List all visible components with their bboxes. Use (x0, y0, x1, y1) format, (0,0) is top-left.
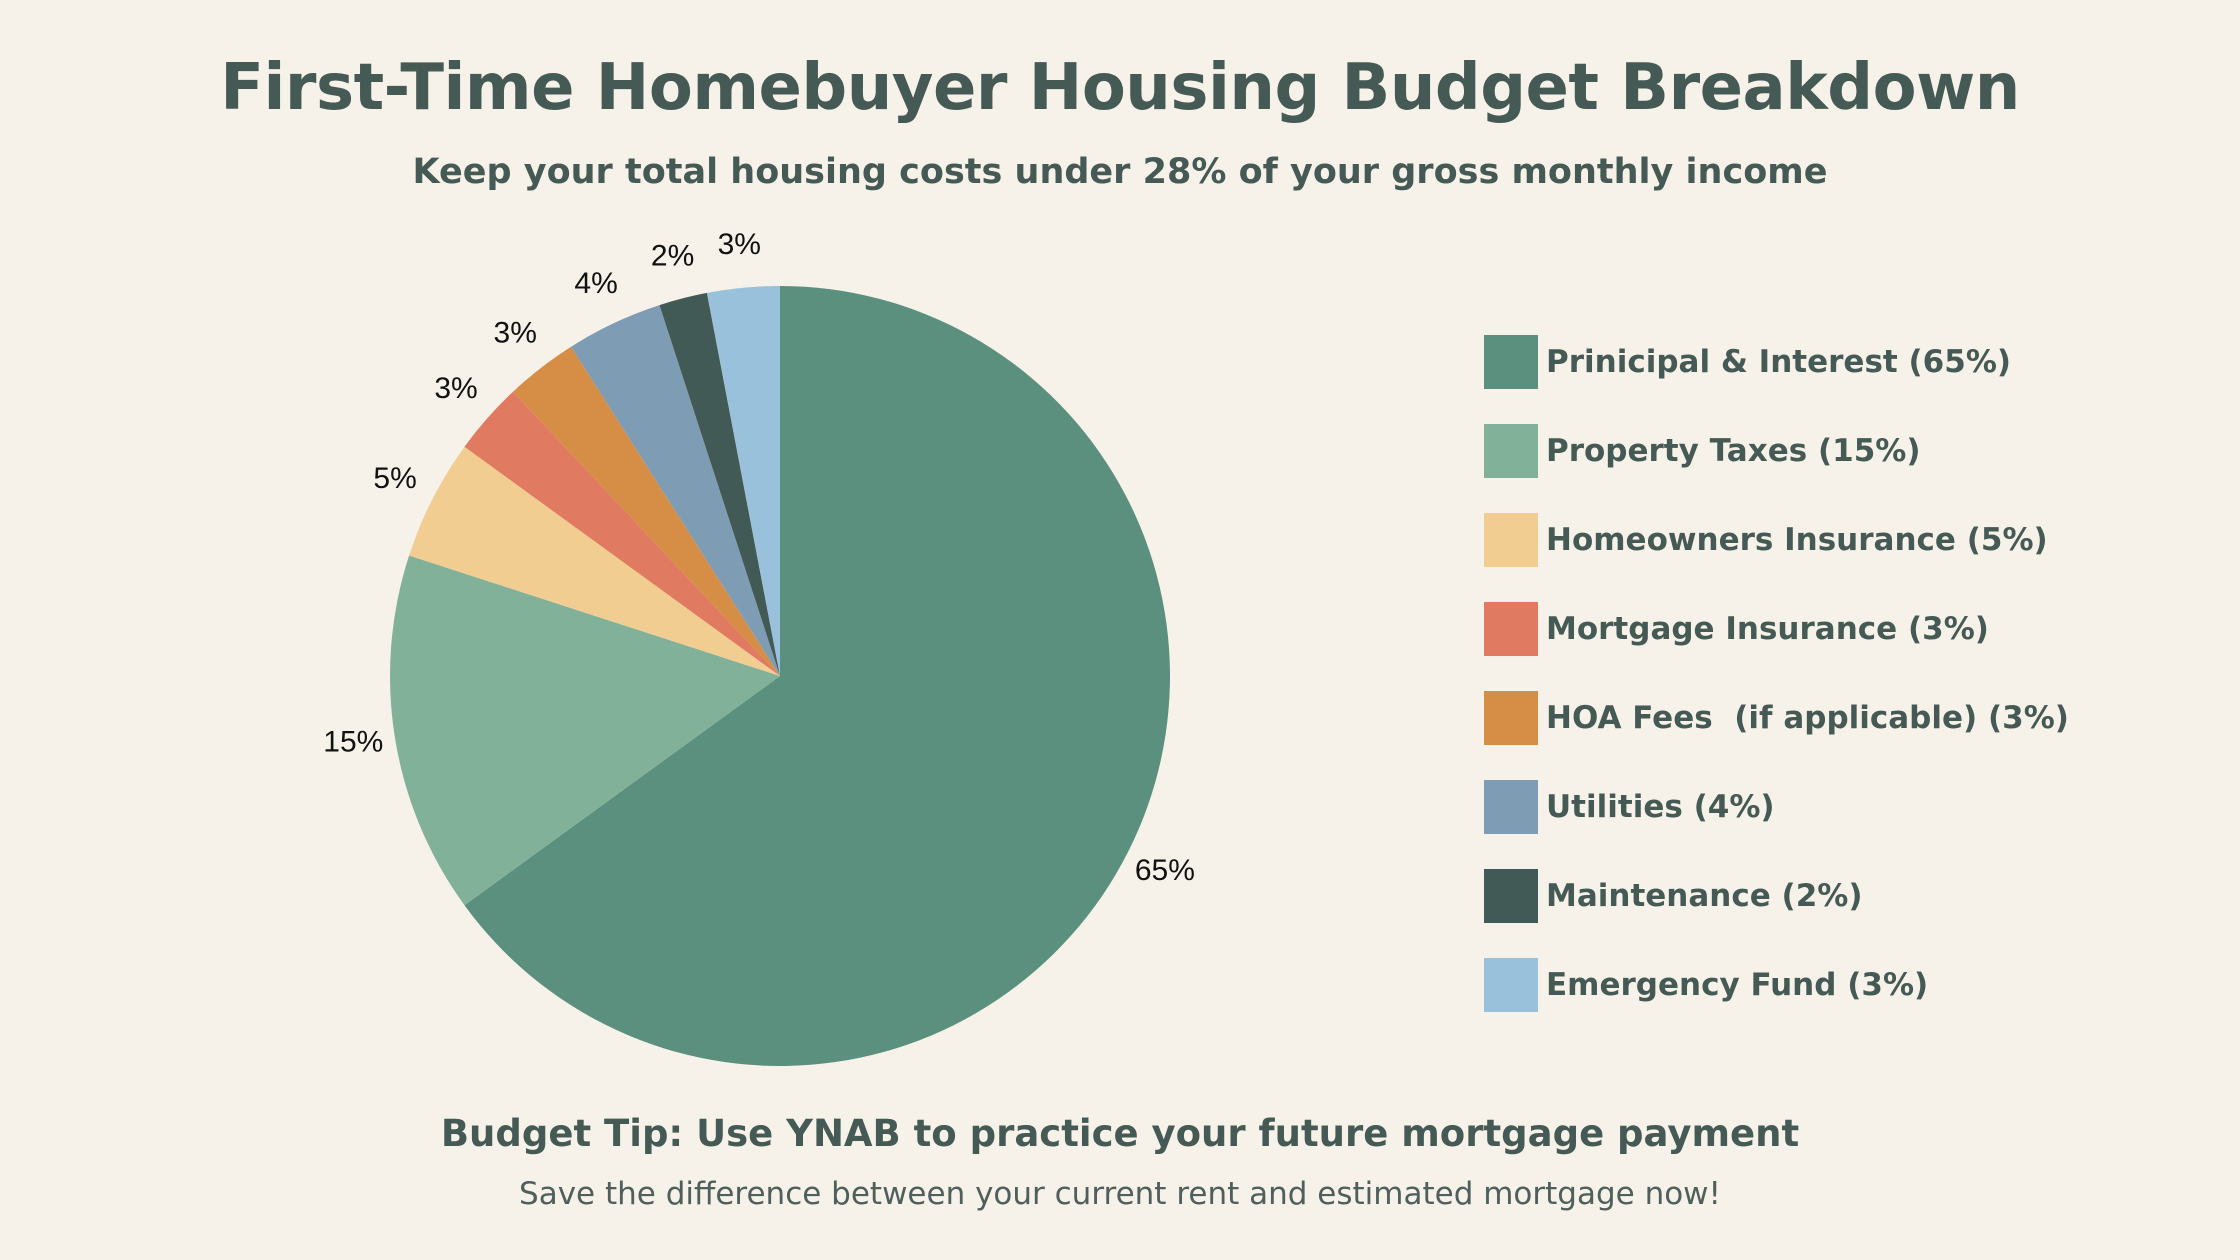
legend-swatch (1484, 958, 1538, 1012)
chart-legend: Prinicipal & Interest (65%) Property Taxe… (1484, 335, 2204, 1047)
legend-item-6: Utilities (4%) (1484, 780, 2204, 834)
pie-slice-4 (464, 391, 780, 676)
slice-value-label-3: 5% (373, 462, 416, 495)
legend-label: Maintenance (2%) (1546, 878, 1863, 914)
legend-swatch (1484, 424, 1538, 478)
slice-value-label-6: 4% (574, 267, 617, 300)
legend-swatch (1484, 869, 1538, 923)
pie-slice-1 (464, 286, 1170, 1066)
slice-value-label-7: 2% (651, 240, 694, 273)
legend-swatch (1484, 513, 1538, 567)
legend-item-3: Homeowners Insurance (5%) (1484, 513, 2204, 567)
budget-tip-note: Save the difference between your current… (519, 1176, 1721, 1212)
slice-value-label-5: 3% (494, 317, 537, 350)
legend-label: Prinicipal & Interest (65%) (1546, 344, 2012, 380)
pie-slice-8 (706, 286, 780, 676)
legend-item-2: Property Taxes (15%) (1484, 424, 2204, 478)
legend-label: Property Taxes (15%) (1546, 433, 1921, 469)
slice-value-label-4: 3% (434, 372, 477, 405)
pie-slice-2 (389, 555, 780, 906)
legend-item-7: Maintenance (2%) (1484, 869, 2204, 923)
legend-label: Emergency Fund (3%) (1546, 967, 1929, 1003)
pie-slice-6 (571, 305, 780, 676)
budget-tip: Budget Tip: Use YNAB to practice your fu… (440, 1112, 1800, 1155)
legend-item-1: Prinicipal & Interest (65%) (1484, 335, 2204, 389)
slice-value-label-2: 15% (323, 726, 383, 759)
slice-value-label-1: 65% (1135, 854, 1195, 887)
slice-value-label-8: 3% (718, 228, 761, 261)
legend-swatch (1484, 780, 1538, 834)
legend-swatch (1484, 691, 1538, 745)
legend-label: Homeowners Insurance (5%) (1546, 522, 2048, 558)
legend-label: Utilities (4%) (1546, 789, 1775, 825)
legend-item-5: HOA Fees (if applicable) (3%) (1484, 691, 2204, 745)
pie-slice-5 (513, 346, 780, 676)
pie-slice-3 (409, 446, 780, 676)
legend-label: HOA Fees (if applicable) (3%) (1546, 700, 2069, 736)
legend-label: Mortgage Insurance (3%) (1546, 611, 1989, 647)
legend-swatch (1484, 335, 1538, 389)
legend-item-8: Emergency Fund (3%) (1484, 958, 2204, 1012)
pie-slice-7 (659, 292, 780, 676)
legend-item-4: Mortgage Insurance (3%) (1484, 602, 2204, 656)
chart-subtitle: Keep your total housing costs under 28% … (412, 152, 1828, 192)
legend-swatch (1484, 602, 1538, 656)
chart-title: First-Time Homebuyer Housing Budget Brea… (220, 51, 2020, 125)
